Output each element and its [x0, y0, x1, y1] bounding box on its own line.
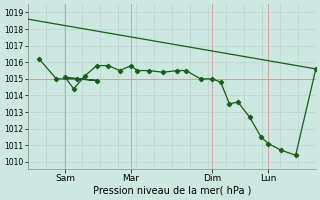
X-axis label: Pression niveau de la mer( hPa ): Pression niveau de la mer( hPa ) [92, 186, 251, 196]
